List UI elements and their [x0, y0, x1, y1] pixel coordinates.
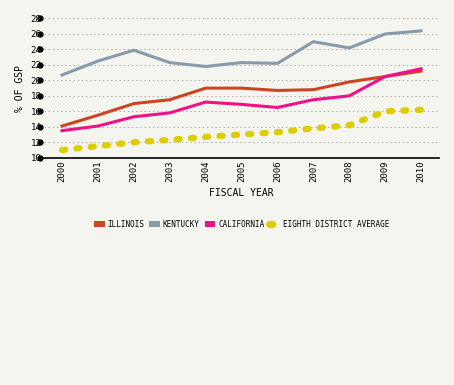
Legend: ILLINOIS, KENTUCKY, CALIFORNIA, EIGHTH DISTRICT AVERAGE: ILLINOIS, KENTUCKY, CALIFORNIA, EIGHTH D…	[91, 217, 392, 232]
Y-axis label: % OF GSP: % OF GSP	[15, 65, 25, 112]
X-axis label: FISCAL YEAR: FISCAL YEAR	[209, 187, 274, 198]
